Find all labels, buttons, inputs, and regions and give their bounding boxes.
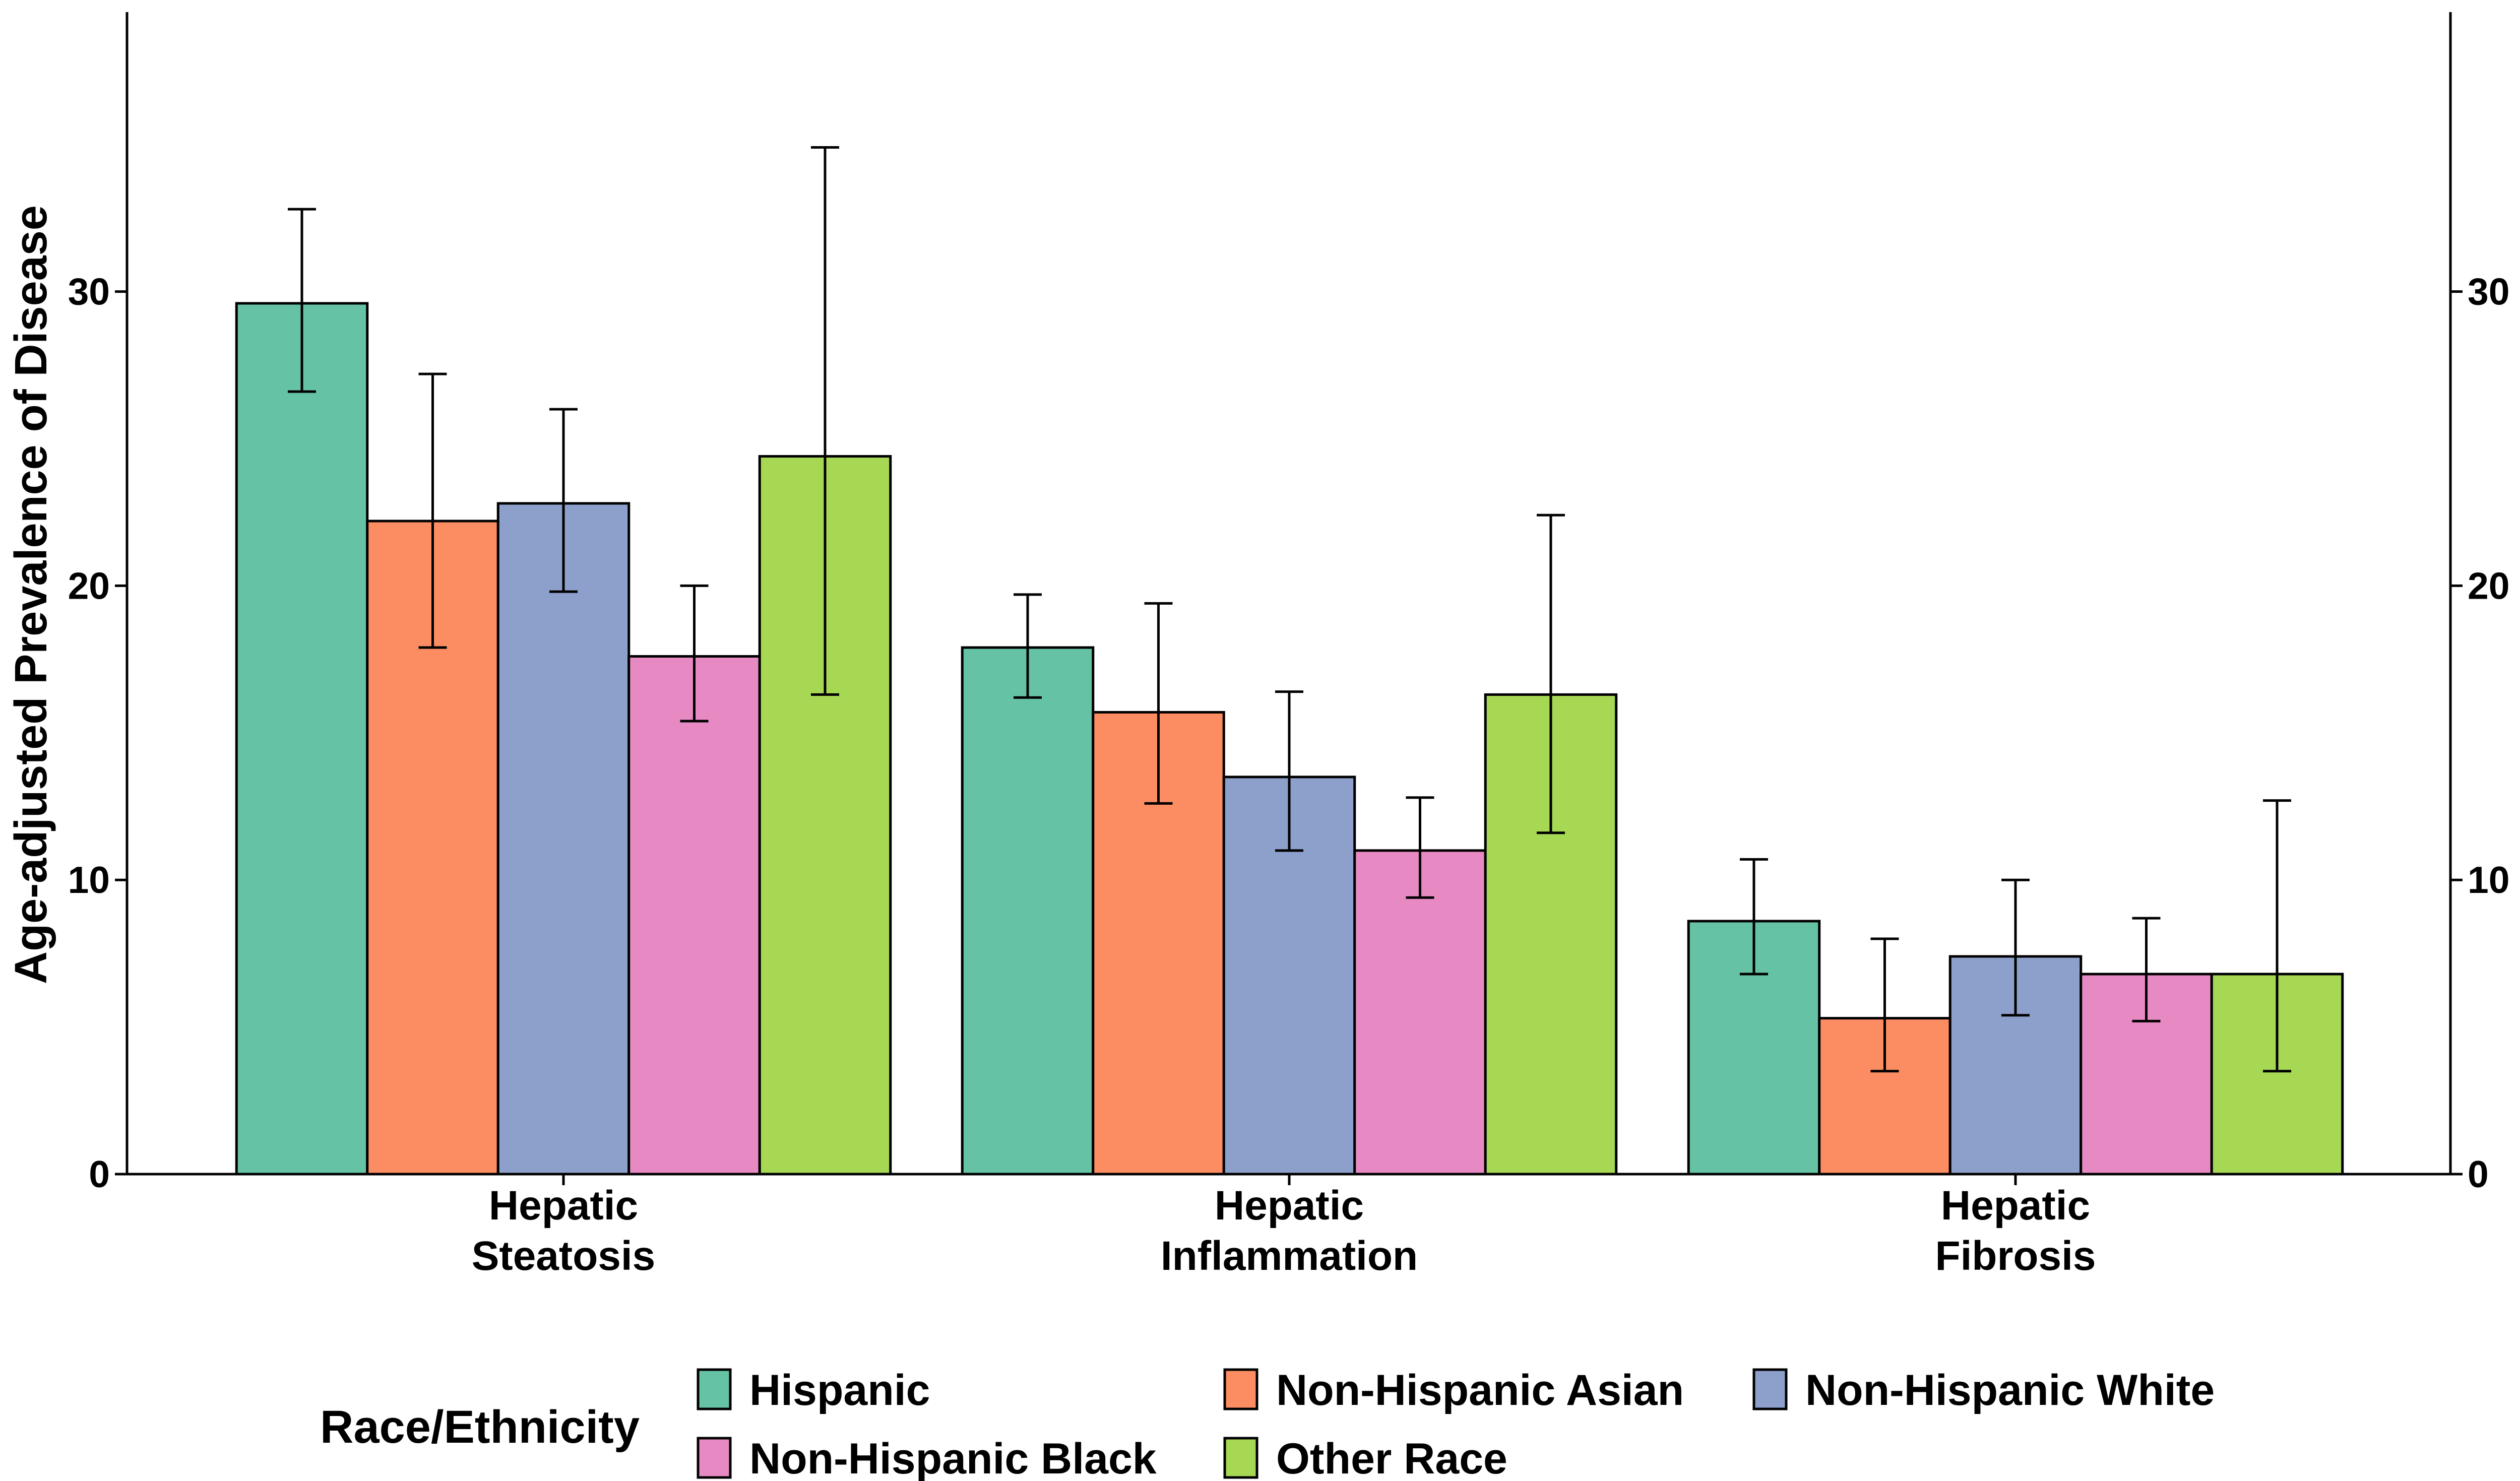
legend-title: Race/Ethnicity xyxy=(320,1401,640,1453)
x-tick-label: Hepatic xyxy=(1941,1183,2090,1229)
x-tick-label: Inflammation xyxy=(1161,1233,1418,1279)
bar xyxy=(961,646,1095,1176)
y-tick-label-right: 20 xyxy=(2468,564,2509,607)
legend-key xyxy=(1752,1368,1788,1410)
x-tick-label: Steatosis xyxy=(472,1233,656,1279)
legend-label: Hispanic xyxy=(749,1366,930,1414)
legend-label: Non-Hispanic Asian xyxy=(1276,1366,1684,1414)
legend-label: Non-Hispanic Black xyxy=(749,1435,1157,1481)
y-tick-label-right: 10 xyxy=(2468,859,2509,901)
bar xyxy=(496,502,631,1176)
y-tick-label-right: 30 xyxy=(2468,271,2509,313)
bar xyxy=(627,655,761,1176)
bar xyxy=(235,302,369,1176)
x-tick-label: Fibrosis xyxy=(1935,1233,2096,1279)
legend-label: Non-Hispanic White xyxy=(1805,1366,2215,1414)
legend-label: Other Race xyxy=(1276,1435,1507,1481)
legend-key xyxy=(697,1437,732,1479)
legend-key xyxy=(697,1368,732,1410)
y-tick-label-left: 30 xyxy=(68,271,110,313)
y-tick-label-right: 0 xyxy=(2468,1153,2489,1195)
bar xyxy=(1092,711,1225,1176)
y-axis-label: Age-adjusted Prevalence of Disease xyxy=(6,205,56,984)
legend-key xyxy=(1223,1368,1258,1410)
x-tick-label: Hepatic xyxy=(1215,1183,1364,1229)
legend: Race/Ethnicity Hispanic Non-Hispanic Asia… xyxy=(320,1366,2215,1481)
x-tick-label: Hepatic xyxy=(489,1183,638,1229)
y-tick-label-left: 20 xyxy=(68,564,110,607)
legend-key xyxy=(1223,1437,1258,1479)
y-tick-label-left: 0 xyxy=(89,1153,110,1195)
y-tick-label-left: 10 xyxy=(68,859,110,901)
bar xyxy=(1353,849,1487,1176)
